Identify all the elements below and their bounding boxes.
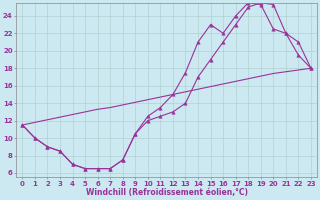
X-axis label: Windchill (Refroidissement éolien,°C): Windchill (Refroidissement éolien,°C) — [86, 188, 248, 197]
